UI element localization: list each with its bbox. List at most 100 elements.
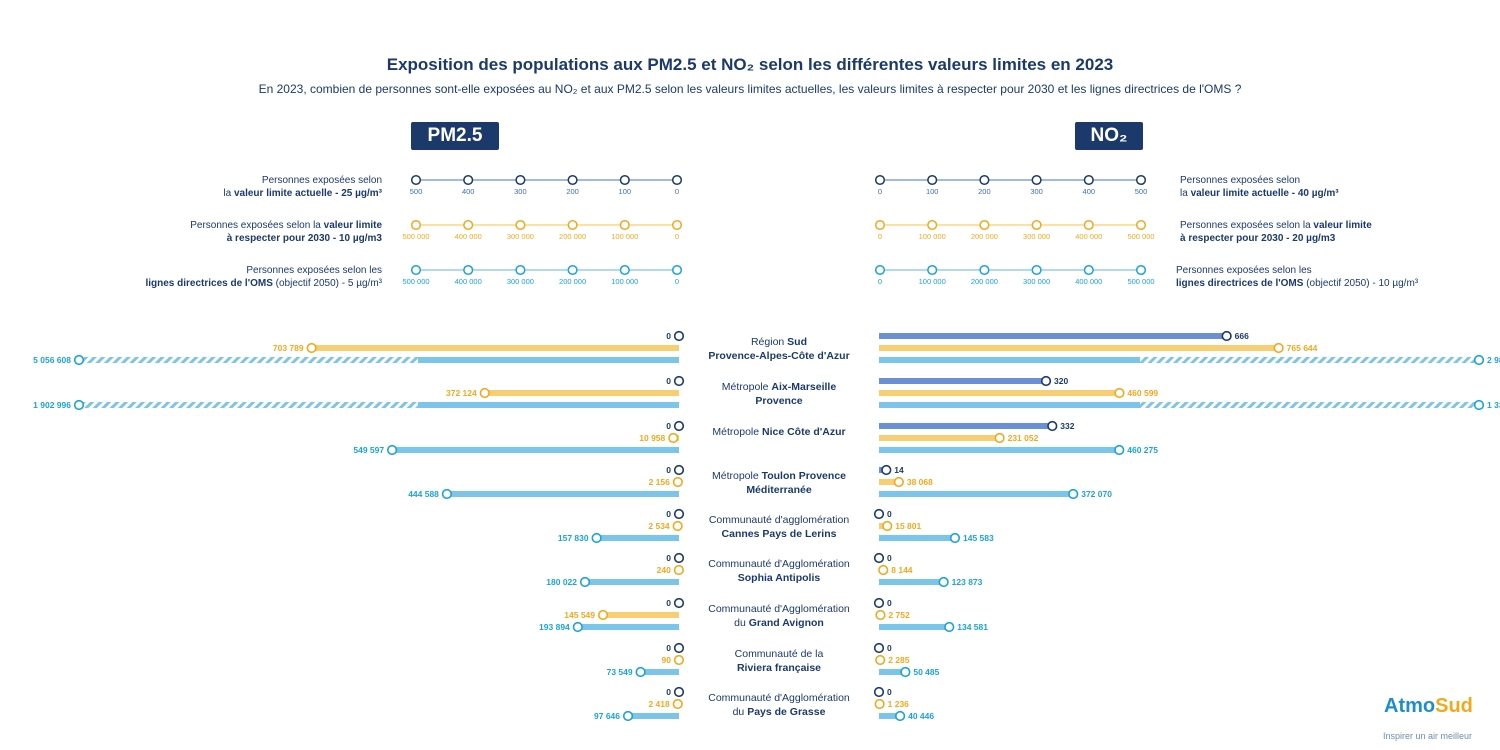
pm25-point-oms bbox=[579, 576, 591, 588]
pm25-value-current: 0 bbox=[666, 598, 671, 608]
pm25-scale-current-tick-label: 100 bbox=[619, 187, 632, 196]
no2-scale-limit2030-tick bbox=[1031, 219, 1042, 231]
no2-value-limit2030: 460 599 bbox=[1127, 388, 1158, 398]
no2-scale-oms-tick-label: 0 bbox=[878, 277, 882, 286]
no2-point-oms bbox=[938, 576, 949, 588]
no2-point-current bbox=[873, 642, 885, 654]
pm25-value-limit2030: 145 549 bbox=[564, 610, 595, 620]
chart-title: Exposition des populations aux PM2.5 et … bbox=[386, 55, 1114, 74]
pm25-bar-oms bbox=[418, 402, 679, 408]
no2-bar-limit2030 bbox=[879, 479, 899, 485]
pm25-bar-oms bbox=[418, 357, 679, 363]
pm25-scale-current-tick-label: 0 bbox=[675, 187, 679, 196]
no2-point-oms bbox=[1114, 444, 1125, 456]
no2-value-oms: 50 485 bbox=[913, 667, 939, 677]
pm25-legend-oms: Personnes exposées selon les lignes dire… bbox=[145, 265, 382, 289]
no2-scale-limit2030-tick bbox=[1083, 219, 1094, 231]
pm25-legend-2030: Personnes exposées selon la valeur limit… bbox=[190, 220, 382, 244]
no2-bar-limit2030 bbox=[879, 345, 1279, 351]
pm25-point-oms bbox=[622, 710, 634, 722]
pm25-scale-oms-tick bbox=[619, 264, 630, 276]
no2-scale-current-tick bbox=[1083, 174, 1094, 186]
pm25-point-limit2030 bbox=[597, 609, 609, 621]
region-label: Communauté d'Agglomération du Grand Avign… bbox=[708, 603, 850, 629]
pm25-scale-limit2030-tick-label: 400 000 bbox=[455, 232, 482, 241]
atmosud-logo: AtmoSud bbox=[1384, 695, 1473, 717]
pm25-value-oms: 180 022 bbox=[546, 577, 577, 587]
no2-scale-current-tick bbox=[927, 174, 938, 186]
pm25-bar-oms-break bbox=[79, 357, 418, 363]
pm25-point-limit2030 bbox=[673, 564, 684, 576]
pm25-scale-oms-tick-label: 400 000 bbox=[455, 277, 482, 286]
no2-value-current: 0 bbox=[887, 643, 892, 653]
no2-value-oms: 123 873 bbox=[952, 577, 983, 587]
no2-value-current: 0 bbox=[887, 509, 892, 519]
no2-point-current bbox=[1221, 330, 1232, 342]
region-label: Communauté d'agglomération Cannes Pays de… bbox=[708, 514, 850, 540]
atmosud-tagline: Inspirer un air meilleur bbox=[1383, 731, 1473, 741]
no2-point-current bbox=[873, 508, 885, 520]
pm25-point-limit2030 bbox=[668, 432, 679, 444]
no2-point-limit2030 bbox=[874, 698, 885, 710]
pm25-point-current bbox=[673, 508, 685, 520]
pm25-value-oms: 549 597 bbox=[353, 445, 384, 455]
pm25-value-oms: 157 830 bbox=[558, 533, 589, 543]
pm25-value-limit2030: 90 bbox=[661, 655, 671, 665]
pm25-scale-current-tick bbox=[567, 174, 578, 186]
pm25-point-oms bbox=[635, 666, 646, 678]
pm25-point-limit2030 bbox=[306, 342, 317, 354]
no2-value-oms: 2 988 828 bbox=[1487, 355, 1500, 365]
no2-scale-limit2030-tick bbox=[927, 219, 938, 231]
no2-badge: NO₂ bbox=[1075, 122, 1143, 150]
no2-bar-oms bbox=[879, 491, 1074, 497]
no2-bar-oms bbox=[879, 624, 950, 630]
pm25-scale-current-tick-label: 200 bbox=[566, 187, 579, 196]
region-label: Métropole Toulon Provence Méditerranée bbox=[711, 470, 846, 496]
pm25-scale-oms-tick-label: 0 bbox=[675, 277, 679, 286]
no2-value-current: 0 bbox=[887, 687, 892, 697]
no2-scale-current-tick-label: 100 bbox=[926, 187, 939, 196]
pm25-value-oms: 444 588 bbox=[408, 489, 439, 499]
no2-scale-limit2030-tick-label: 0 bbox=[878, 232, 882, 241]
no2-value-oms: 134 581 bbox=[957, 622, 988, 632]
no2-point-current bbox=[873, 686, 885, 698]
pm25-scale-oms-tick bbox=[515, 264, 526, 276]
no2-legend-current: Personnes exposées selon la valeur limit… bbox=[1180, 175, 1339, 199]
no2-bar-current bbox=[879, 423, 1053, 429]
no2-scale-limit2030-tick bbox=[1135, 219, 1147, 231]
pm25-scale-oms-tick-label: 100 000 bbox=[611, 277, 638, 286]
no2-value-oms: 460 275 bbox=[1127, 445, 1158, 455]
no2-scale-current-tick bbox=[1135, 174, 1147, 186]
pm25-bar-oms bbox=[585, 579, 679, 585]
no2-value-limit2030: 8 144 bbox=[891, 565, 913, 575]
no2-scale-limit2030-tick-label: 300 000 bbox=[1023, 232, 1050, 241]
pm25-badge: PM2.5 bbox=[411, 122, 499, 150]
no2-bar-oms-break bbox=[1140, 357, 1479, 363]
no2-point-oms bbox=[900, 666, 911, 678]
no2-scale-oms-tick-label: 300 000 bbox=[1023, 277, 1050, 286]
pm25-bar-oms bbox=[628, 713, 679, 719]
pm25-bar-limit2030 bbox=[311, 345, 679, 351]
pm25-scale-current-tick-label: 500 bbox=[410, 187, 423, 196]
pm25-value-current: 0 bbox=[666, 509, 671, 519]
no2-point-oms bbox=[944, 621, 955, 633]
no2-value-oms: 1 332 027 bbox=[1487, 400, 1500, 410]
pm25-value-current: 0 bbox=[666, 376, 671, 386]
pm25-legend-current: Personnes exposées selon la valeur limit… bbox=[223, 175, 382, 199]
no2-point-limit2030 bbox=[994, 432, 1005, 444]
no2-point-oms bbox=[949, 532, 961, 544]
no2-value-oms: 145 583 bbox=[963, 533, 994, 543]
no2-bar-oms bbox=[879, 357, 1140, 363]
no2-scale-current-tick-label: 200 bbox=[978, 187, 991, 196]
pm25-scale-limit2030-tick bbox=[410, 219, 422, 231]
no2-scale-limit2030-tick bbox=[979, 219, 990, 231]
pm25-scale-oms-tick bbox=[567, 264, 578, 276]
no2-scale-limit2030-tick-label: 100 000 bbox=[919, 232, 946, 241]
pm25-value-limit2030: 372 124 bbox=[446, 388, 477, 398]
pm25-value-limit2030: 2 418 bbox=[648, 699, 670, 709]
pm25-scale-limit2030-tick bbox=[671, 219, 683, 231]
no2-bar-limit2030 bbox=[879, 390, 1120, 396]
pm25-point-current bbox=[673, 686, 685, 698]
pm25-scale-oms-tick-label: 200 000 bbox=[559, 277, 586, 286]
pm25-scale-current-tick-label: 400 bbox=[462, 187, 475, 196]
